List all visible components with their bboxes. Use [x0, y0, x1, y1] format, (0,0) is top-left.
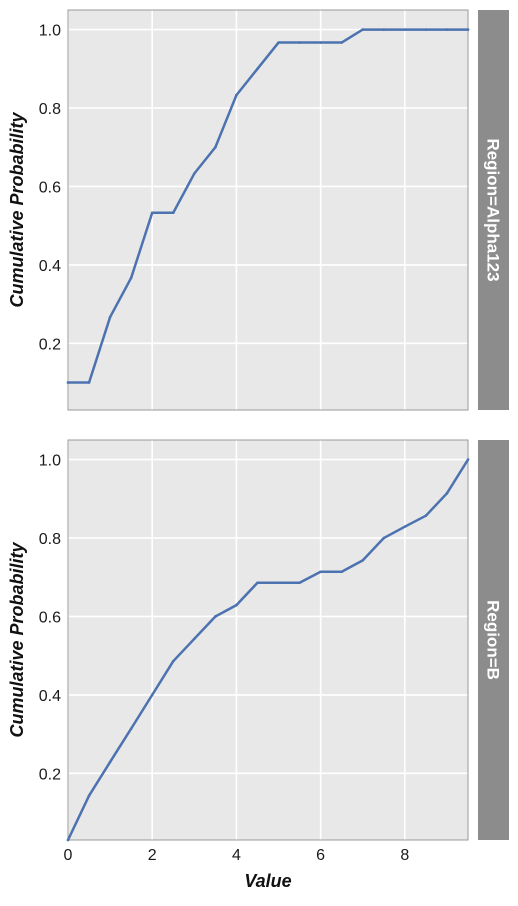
data-point: [298, 581, 301, 584]
data-point: [467, 458, 470, 461]
data-point: [319, 570, 322, 573]
data-point: [235, 604, 238, 607]
data-point: [172, 660, 175, 663]
y-tick-label: 0.4: [39, 688, 61, 705]
data-point: [340, 41, 343, 44]
data-point: [130, 277, 133, 280]
data-point: [151, 211, 154, 214]
x-axis-title: Value: [244, 871, 291, 891]
y-tick-label: 1.0: [39, 453, 61, 470]
y-axis-title: Cumulative Probability: [7, 111, 27, 307]
y-tick-label: 0.6: [39, 179, 61, 196]
data-point: [277, 581, 280, 584]
data-point: [67, 839, 70, 842]
data-point: [88, 381, 91, 384]
y-tick-label: 0.6: [39, 609, 61, 626]
data-point: [446, 28, 449, 31]
data-point: [319, 41, 322, 44]
x-tick-label: 4: [232, 847, 241, 864]
data-point: [340, 570, 343, 573]
x-tick-label: 6: [316, 847, 325, 864]
y-tick-label: 0.4: [39, 258, 61, 275]
y-tick-label: 0.2: [39, 336, 61, 353]
data-point: [467, 28, 470, 31]
data-point: [193, 172, 196, 175]
data-point: [446, 492, 449, 495]
data-point: [404, 525, 407, 528]
y-tick-label: 0.2: [39, 766, 61, 783]
data-point: [298, 41, 301, 44]
facet-strip-label: Region=Alpha123: [484, 138, 503, 281]
data-point: [425, 28, 428, 31]
y-tick-label: 1.0: [39, 23, 61, 40]
data-point: [361, 28, 364, 31]
data-point: [109, 761, 112, 764]
facet-strip-label: Region=B: [484, 600, 503, 680]
data-point: [88, 794, 91, 797]
plot-background: [68, 440, 468, 840]
data-point: [256, 68, 259, 71]
data-point: [235, 94, 238, 97]
data-point: [67, 381, 70, 384]
data-point: [214, 615, 217, 618]
data-point: [361, 559, 364, 562]
data-point: [193, 638, 196, 641]
data-point: [214, 146, 217, 149]
x-tick-label: 2: [148, 847, 157, 864]
data-point: [382, 537, 385, 540]
data-point: [172, 211, 175, 214]
facet-panel-2: 0.2 0.4 0.6 0.8 1.0 Cumulative Probability Reg…: [7, 440, 509, 891]
data-point: [425, 514, 428, 517]
facet-panel-1: 0.2 0.4 0.6 0.8 1.0 Cumulative Probability Reg…: [7, 10, 509, 410]
x-tick-label: 8: [400, 847, 409, 864]
data-point: [382, 28, 385, 31]
y-tick-label: 0.8: [39, 531, 61, 548]
data-point: [256, 581, 259, 584]
data-point: [277, 41, 280, 44]
y-tick-label: 0.8: [39, 101, 61, 118]
data-point: [130, 727, 133, 730]
y-axis-title: Cumulative Probability: [7, 541, 27, 737]
data-point: [151, 694, 154, 697]
data-point: [404, 28, 407, 31]
x-tick-label: 0: [64, 847, 73, 864]
data-point: [109, 316, 112, 319]
plot-background: [68, 10, 468, 410]
